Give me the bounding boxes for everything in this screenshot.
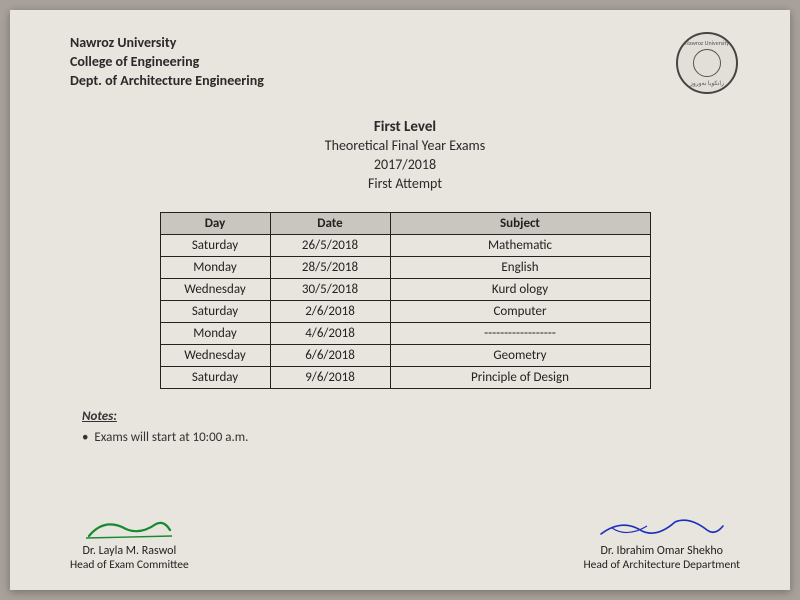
exam-description: Theoretical Final Year Exams [70,137,740,156]
cell-subject: Kurd ology [390,278,650,300]
cell-day: Wednesday [160,344,270,366]
table-row: Wednesday6/6/2018Geometry [160,344,650,366]
document-paper: Nawroz University College of Engineering… [10,10,790,590]
university-seal-icon: Nawroz University زانكويا نه‌وروز [676,32,738,94]
cell-subject: English [390,256,650,278]
col-header-date: Date [270,212,390,234]
signatures-row: Dr. Layla M. Raswol Head of Exam Committ… [70,516,740,572]
university-name: Nawroz University [70,34,740,53]
cell-day: Saturday [160,234,270,256]
notes-section: Notes: Exams will start at 10:00 a.m. [82,409,740,445]
table-body: Saturday26/5/2018MathematicMonday28/5/20… [160,234,650,388]
notes-title: Notes: [82,409,740,424]
signature-left-name: Dr. Layla M. Raswol [70,544,189,558]
table-row: Wednesday30/5/2018Kurd ology [160,278,650,300]
signature-right: Dr. Ibrahim Omar Shekho Head of Architec… [583,516,740,572]
document-title-block: First Level Theoretical Final Year Exams… [70,117,740,194]
signature-right-role: Head of Architecture Department [583,558,740,572]
cell-subject: Computer [390,300,650,322]
cell-date: 28/5/2018 [270,256,390,278]
cell-day: Monday [160,256,270,278]
table-header-row: Day Date Subject [160,212,650,234]
cell-date: 6/6/2018 [270,344,390,366]
institution-header: Nawroz University College of Engineering… [70,34,740,91]
signature-left: Dr. Layla M. Raswol Head of Exam Committ… [70,516,189,572]
cell-date: 26/5/2018 [270,234,390,256]
col-header-day: Day [160,212,270,234]
table-row: Saturday26/5/2018Mathematic [160,234,650,256]
exam-schedule-table: Day Date Subject Saturday26/5/2018Mathem… [160,212,651,389]
cell-day: Saturday [160,300,270,322]
seal-bottom-text: زانكويا نه‌وروز [678,79,736,87]
academic-year: 2017/2018 [70,156,740,175]
cell-day: Wednesday [160,278,270,300]
table-row: Saturday9/6/2018Principle of Design [160,366,650,388]
seal-top-text: Nawroz University [678,39,736,47]
department-name: Dept. of Architecture Engineering [70,72,740,91]
cell-date: 4/6/2018 [270,322,390,344]
cell-subject: Mathematic [390,234,650,256]
level-title: First Level [70,117,740,137]
cell-day: Monday [160,322,270,344]
cell-subject: Geometry [390,344,650,366]
cell-day: Saturday [160,366,270,388]
signature-right-name: Dr. Ibrahim Omar Shekho [583,544,740,558]
signature-left-icon [70,516,189,542]
cell-date: 2/6/2018 [270,300,390,322]
signature-left-role: Head of Exam Committee [70,558,189,572]
table-row: Monday28/5/2018English [160,256,650,278]
attempt-label: First Attempt [70,175,740,194]
cell-subject: ------------------ [390,322,650,344]
cell-subject: Principle of Design [390,366,650,388]
cell-date: 9/6/2018 [270,366,390,388]
signature-right-icon [583,516,740,542]
seal-inner-circle [693,49,721,77]
table-row: Monday4/6/2018------------------ [160,322,650,344]
cell-date: 30/5/2018 [270,278,390,300]
notes-item: Exams will start at 10:00 a.m. [82,430,740,445]
table-row: Saturday2/6/2018Computer [160,300,650,322]
college-name: College of Engineering [70,53,740,72]
col-header-subject: Subject [390,212,650,234]
